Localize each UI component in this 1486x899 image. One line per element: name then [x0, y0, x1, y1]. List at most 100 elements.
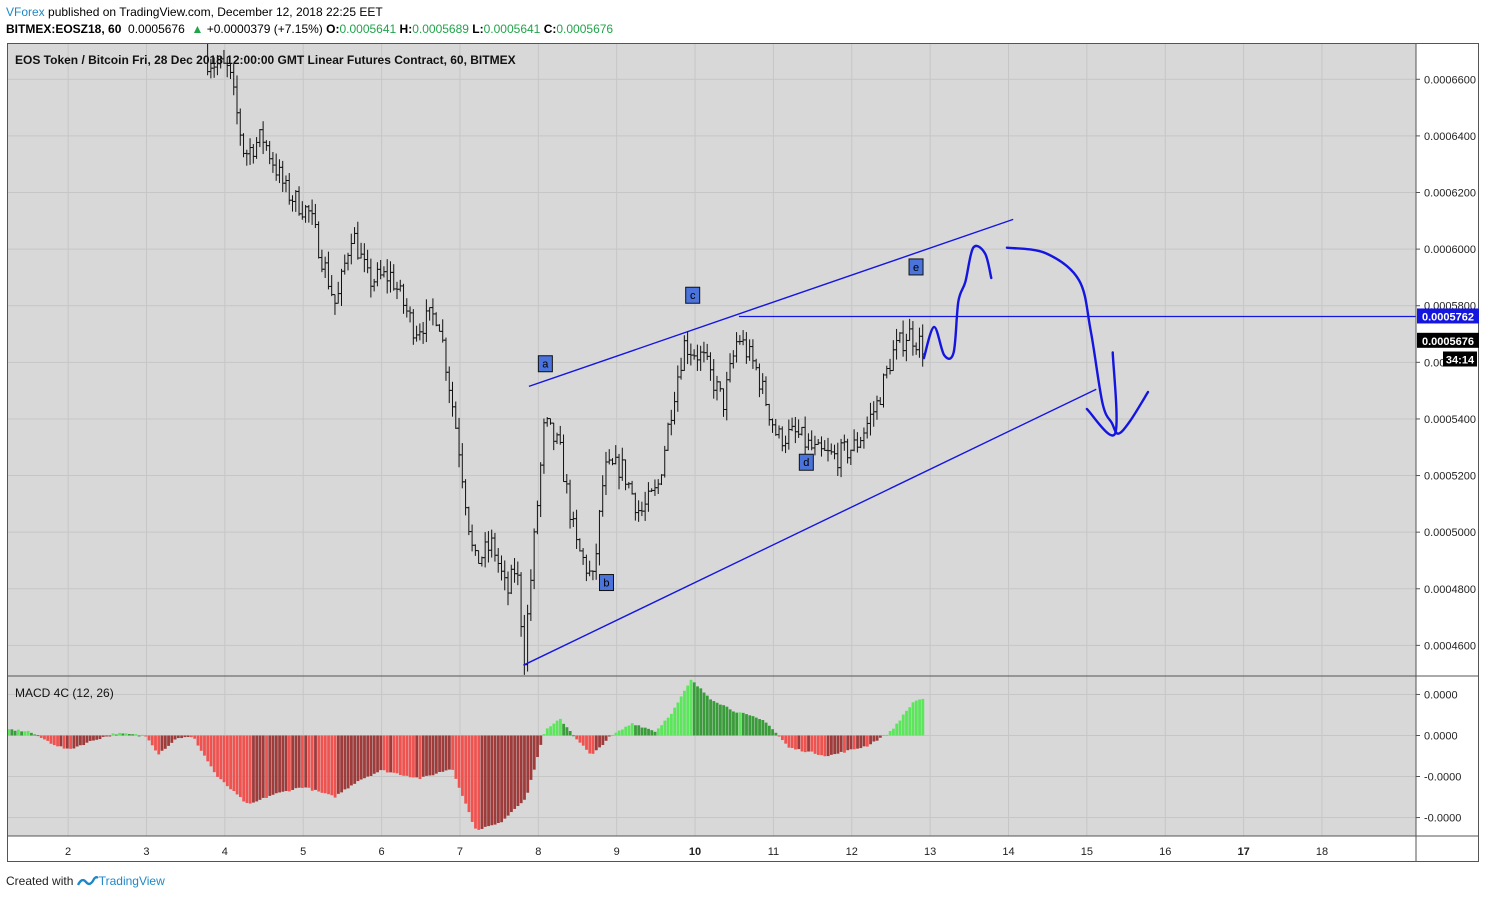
price-tick-label: 0.0004600 — [1424, 640, 1476, 652]
time-tick-label: 7 — [457, 846, 463, 858]
macd-bar — [173, 735, 177, 740]
macd-bar — [536, 735, 539, 758]
svg-text:34:14: 34:14 — [1446, 355, 1475, 367]
macd-bar — [363, 735, 366, 779]
time-tick-label: 3 — [143, 846, 149, 858]
open-label: O: — [326, 22, 340, 36]
macd-bar — [826, 735, 830, 757]
macd-bar — [398, 735, 402, 776]
macd-bar — [451, 735, 455, 770]
macd-bar — [245, 735, 249, 803]
macd-bar — [52, 735, 56, 746]
close-value: 0.0005676 — [556, 22, 614, 36]
macd-bar — [180, 735, 184, 739]
macd-bar — [346, 735, 350, 789]
macd-bar — [836, 735, 840, 754]
macd-bar — [748, 715, 752, 736]
macd-bar — [790, 735, 794, 748]
macd-bar — [190, 735, 193, 738]
macd-bar — [532, 735, 536, 770]
symbol-label: BITMEX:EOSZ18, 60 — [6, 22, 122, 36]
time-tick-label: 17 — [1237, 846, 1249, 858]
macd-bar — [356, 735, 360, 782]
macd-bar — [88, 735, 92, 741]
macd-bar — [59, 735, 63, 747]
macd-bar — [846, 735, 850, 751]
macd-bar — [588, 735, 592, 754]
macd-bar — [640, 727, 644, 736]
macd-bar — [444, 735, 448, 771]
macd-bar — [816, 735, 820, 755]
macd-bar — [735, 712, 739, 736]
macd-bar — [666, 717, 670, 736]
macd-bar — [343, 735, 347, 790]
macd-bar — [575, 735, 579, 740]
macd-histogram — [7, 679, 925, 830]
macd-bar — [905, 710, 908, 736]
macd-bar — [124, 733, 128, 736]
axes: 0.0004600 0.0004800 0.0005000 0.0005200 0.00… — [7, 43, 1479, 862]
macd-bar — [431, 735, 435, 776]
macd-bar — [852, 735, 856, 750]
macd-bar — [797, 735, 801, 750]
author-link[interactable]: VForex — [6, 5, 45, 19]
svg-text:a: a — [542, 359, 549, 371]
macd-bar — [314, 735, 317, 790]
macd-bar — [630, 723, 634, 736]
forecast-stroke-2 — [1085, 351, 1118, 437]
macd-bar — [712, 701, 716, 736]
last-price: 0.0005676 — [128, 22, 185, 36]
macd-bar — [875, 735, 879, 741]
macd-bar — [794, 735, 797, 750]
macd-bar — [869, 735, 872, 745]
macd-bar — [621, 729, 624, 736]
macd-bar — [85, 735, 89, 743]
macd-bar — [284, 735, 288, 792]
macd-bar — [320, 735, 324, 793]
macd-bar — [447, 735, 451, 770]
macd-bar — [105, 735, 108, 737]
tradingview-link[interactable]: TradingView — [98, 874, 165, 888]
macd-bar — [170, 735, 174, 743]
header-line-1: VForex published on TradingView.com, Dec… — [6, 5, 383, 19]
svg-text:e: e — [913, 262, 919, 274]
macd-bar — [650, 730, 654, 736]
drawings: a b c d e — [523, 218, 1416, 666]
macd-bar — [751, 716, 755, 736]
macd-bar — [500, 735, 504, 823]
macd-bar — [65, 735, 69, 749]
macd-bar — [278, 735, 281, 793]
macd-bar — [503, 735, 507, 819]
macd-bar — [813, 735, 817, 754]
change-up-icon: ▲ — [191, 22, 204, 36]
macd-bar — [301, 735, 304, 788]
open-value: 0.0005641 — [339, 22, 397, 36]
macd-bar — [728, 709, 732, 736]
macd-bar — [781, 735, 784, 741]
time-tick-label: 16 — [1159, 846, 1171, 858]
svg-text:b: b — [603, 578, 609, 590]
macd-bar — [803, 735, 807, 753]
price-change: +0.0000379 (+7.15%) — [206, 22, 323, 36]
macd-bar — [454, 735, 458, 779]
macd-bar — [611, 734, 615, 736]
macd-bar — [601, 735, 605, 745]
macd-bar — [594, 735, 598, 751]
macd-bar — [487, 735, 490, 827]
macd-bar — [366, 735, 370, 777]
time-tick-label: 9 — [614, 846, 620, 858]
macd-bar — [425, 735, 428, 776]
macd-bar — [761, 719, 765, 736]
price-label-1: 0.0005676 — [1417, 332, 1479, 348]
macd-bar — [745, 714, 748, 736]
macd-bar — [572, 735, 575, 737]
macd-bar — [692, 682, 696, 736]
macd-bar — [121, 733, 125, 736]
macd-bar — [95, 735, 99, 740]
time-tick-label: 18 — [1316, 846, 1328, 858]
macd-bar — [885, 734, 889, 736]
macd-bar — [464, 735, 468, 804]
macd-bar — [336, 735, 340, 794]
macd-tick-label: -0.0000 — [1424, 772, 1461, 784]
